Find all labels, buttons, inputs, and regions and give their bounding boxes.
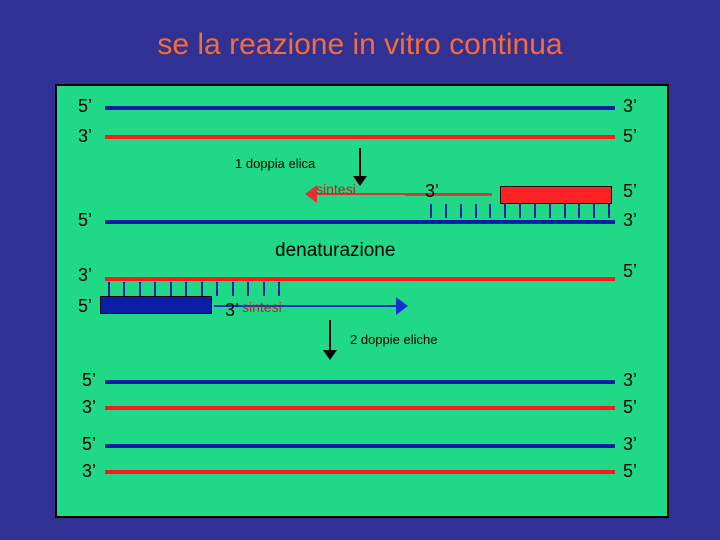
st-tick-8: [549, 204, 551, 218]
st-tick-3: [475, 204, 477, 218]
st-tick-11: [593, 204, 595, 218]
d2b-5b: 5’: [623, 461, 637, 482]
primer-blue: [100, 296, 212, 314]
sb-tick-11: [278, 282, 280, 296]
caption-2: 2 doppie eliche: [350, 332, 437, 347]
primer-red: [500, 186, 612, 204]
slide-root: { "background_color": "#2f3193", "title"…: [0, 0, 720, 540]
d2b-red: [105, 470, 615, 474]
d2a-blue: [105, 380, 615, 384]
arrow-down-shaft: [359, 148, 361, 178]
d1-3a: 3’: [623, 96, 637, 117]
sb-tick-7: [216, 282, 218, 296]
d1-5a: 5’: [78, 96, 92, 117]
sb-tick-0: [108, 282, 110, 296]
d2b-5a: 5’: [82, 434, 96, 455]
st-tick-2: [460, 204, 462, 218]
d2a-5b: 5’: [623, 397, 637, 418]
sb-3p: 3’: [225, 300, 239, 321]
denat-label: denaturazione: [275, 240, 395, 262]
sb-tick-2: [139, 282, 141, 296]
d1-blue: [105, 106, 615, 110]
sb-tick-6: [201, 282, 203, 296]
sb-tick-9: [247, 282, 249, 296]
st-5bl: 5’: [78, 210, 92, 231]
st-sintesi: sintesi: [316, 181, 356, 197]
sb-sintesi: sintesi: [242, 299, 282, 315]
sb-arrow-head: [396, 297, 408, 315]
st-5r: 5’: [623, 181, 637, 202]
st-tick-7: [534, 204, 536, 218]
st-tick-12: [608, 204, 610, 218]
sb-tick-1: [123, 282, 125, 296]
sb-tick-5: [185, 282, 187, 296]
caption-1: 1 doppia elica: [235, 156, 315, 171]
st-tick-4: [489, 204, 491, 218]
d2a-3b: 3’: [82, 397, 96, 418]
d2a-3a: 3’: [623, 370, 637, 391]
d1-3b: 3’: [78, 126, 92, 147]
st-3p: 3’: [425, 181, 439, 202]
st-tick-9: [564, 204, 566, 218]
sb-5tl: 5’: [78, 296, 92, 317]
st-3br: 3’: [623, 210, 637, 231]
sb-3tl: 3’: [78, 265, 92, 286]
d1-red: [105, 135, 615, 139]
sb-tick-3: [154, 282, 156, 296]
st-blue: [105, 220, 615, 224]
slide-title: se la reazione in vitro continua: [0, 28, 720, 62]
d2a-red: [105, 406, 615, 410]
sb-tick-8: [232, 282, 234, 296]
st-tick-5: [504, 204, 506, 218]
sb-red: [105, 277, 615, 281]
d1-5b: 5’: [623, 126, 637, 147]
d2b-3b: 3’: [82, 461, 96, 482]
st-tick-1: [445, 204, 447, 218]
st-tick-6: [519, 204, 521, 218]
sb-5tr: 5’: [623, 261, 637, 282]
arrow-down-shaft: [329, 320, 331, 352]
st-tick-0: [430, 204, 432, 218]
st-tick-10: [578, 204, 580, 218]
d2a-5a: 5’: [82, 370, 96, 391]
sb-tick-4: [170, 282, 172, 296]
d2b-blue: [105, 444, 615, 448]
arrow-down-head: [323, 350, 337, 360]
d2b-3a: 3’: [623, 434, 637, 455]
sb-tick-10: [263, 282, 265, 296]
